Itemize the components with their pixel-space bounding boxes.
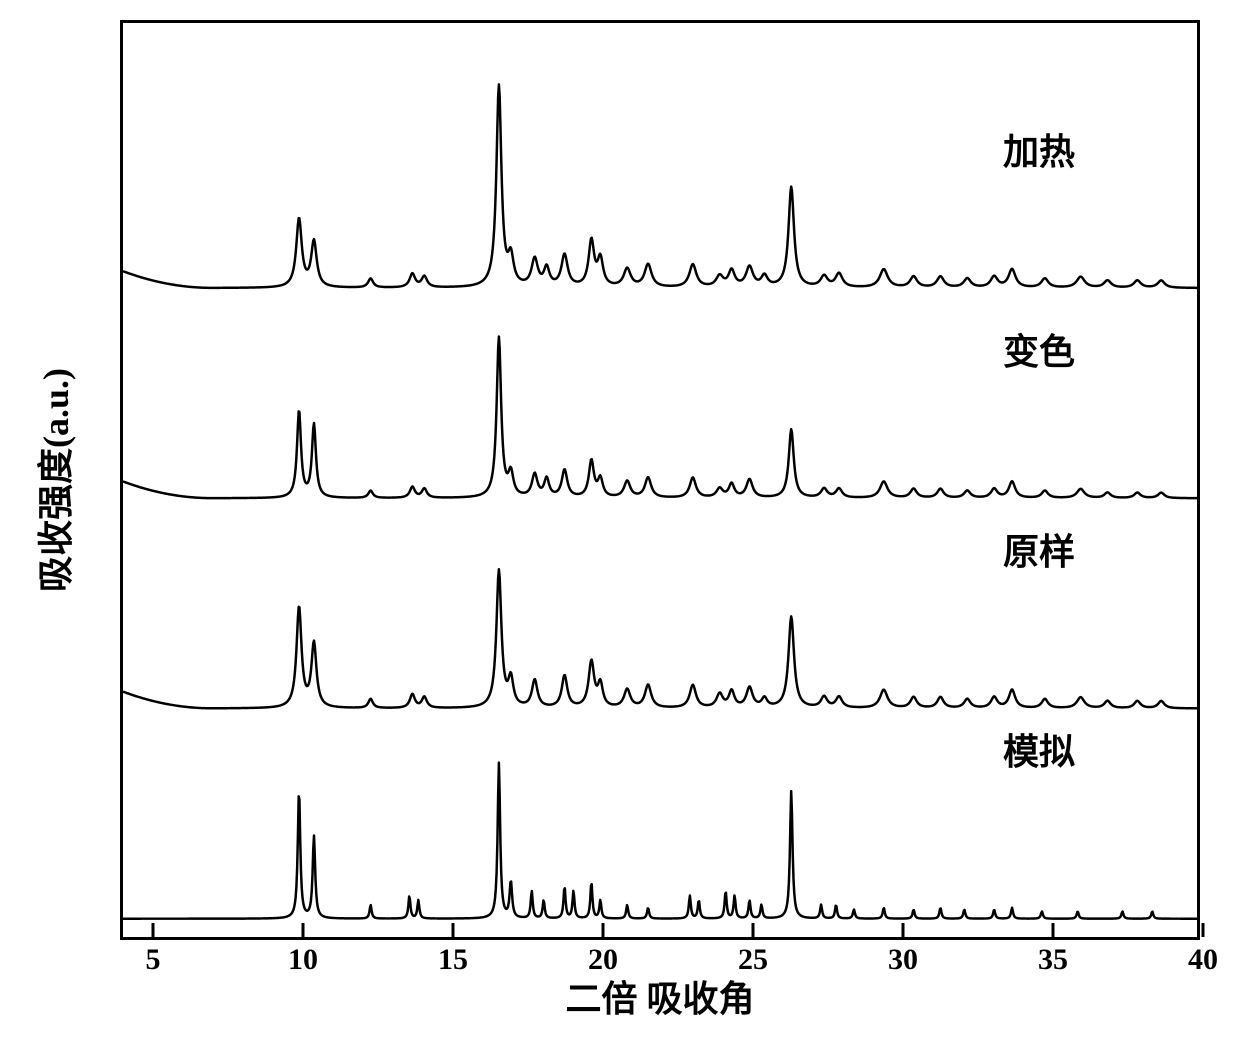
x-tick-label: 30 — [888, 943, 918, 977]
x-tick — [302, 923, 305, 937]
series-label: 加热 — [1003, 123, 1075, 175]
xrd-trace-0 — [123, 763, 1197, 919]
x-tick — [152, 923, 155, 937]
y-axis-title: 吸收强度(a.u.) — [27, 368, 79, 592]
x-tick-label: 35 — [1038, 943, 1068, 977]
plot-area: 510152025303540 吸收强度(a.u.) 二倍 吸收角 模拟原样变色… — [120, 20, 1200, 940]
x-tick — [1052, 923, 1055, 937]
x-tick — [902, 923, 905, 937]
x-tick — [452, 923, 455, 937]
x-axis-title: 二倍 吸收角 — [565, 970, 754, 1022]
x-tick-label: 10 — [288, 943, 318, 977]
series-label: 模拟 — [1003, 723, 1075, 775]
x-tick — [752, 923, 755, 937]
x-tick-label: 15 — [438, 943, 468, 977]
x-tick — [1202, 923, 1205, 937]
xrd-trace-3 — [123, 84, 1197, 288]
chart-container: 510152025303540 吸收强度(a.u.) 二倍 吸收角 模拟原样变色… — [0, 0, 1240, 1060]
xrd-trace-1 — [123, 569, 1197, 708]
x-tick-label: 5 — [146, 943, 161, 977]
x-tick — [602, 923, 605, 937]
series-label: 原样 — [1003, 523, 1075, 575]
series-label: 变色 — [1003, 323, 1075, 375]
x-tick-label: 40 — [1188, 943, 1218, 977]
